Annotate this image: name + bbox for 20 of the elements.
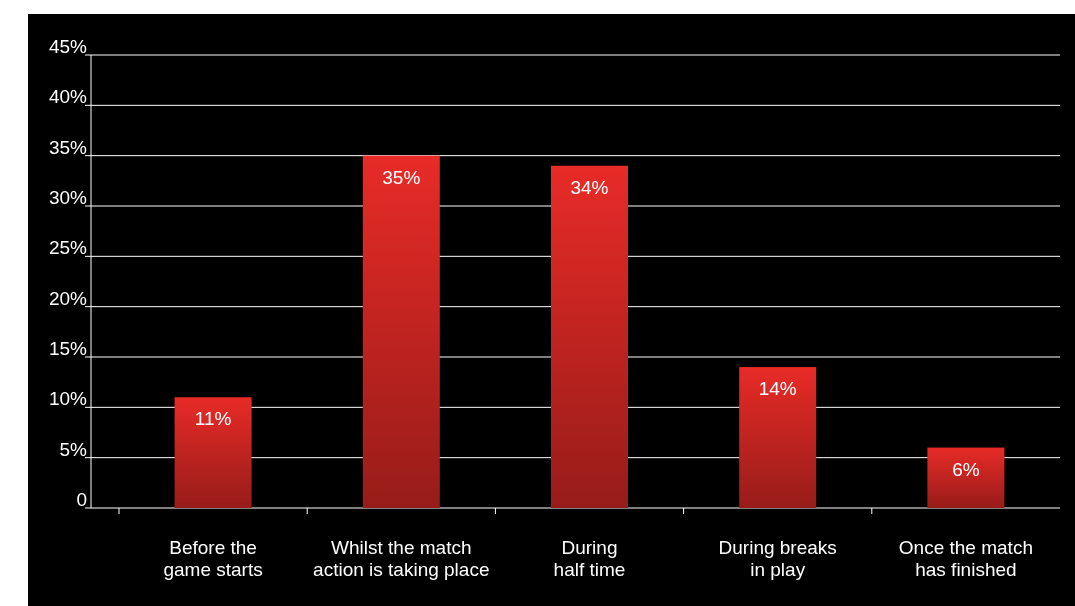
data-label: 14% — [758, 378, 797, 400]
y-tick-label: 30% — [48, 187, 88, 209]
y-tick-label: 40% — [48, 86, 88, 108]
y-tick-label: 25% — [48, 237, 88, 259]
y-tick-label: 35% — [48, 136, 88, 158]
y-tick-label: 10% — [48, 388, 88, 410]
y-tick-label: 45% — [48, 36, 88, 58]
x-tick-label: Whilst the match action is taking place — [313, 537, 490, 580]
x-tick-label: During breaks in play — [718, 537, 837, 580]
x-tick-label: Before the game starts — [163, 537, 263, 580]
data-label: 6% — [952, 458, 980, 480]
data-label: 34% — [570, 176, 609, 198]
y-tick-label: 15% — [48, 338, 88, 360]
y-tick-label: 5% — [59, 438, 88, 460]
x-tick-label: Once the match has finished — [898, 537, 1033, 580]
y-tick-label: 20% — [48, 287, 88, 309]
y-tick-label: 0 — [76, 489, 87, 511]
data-label: 35% — [382, 166, 421, 188]
x-tick-label: During half time — [553, 537, 626, 580]
data-label: 11% — [194, 408, 232, 430]
